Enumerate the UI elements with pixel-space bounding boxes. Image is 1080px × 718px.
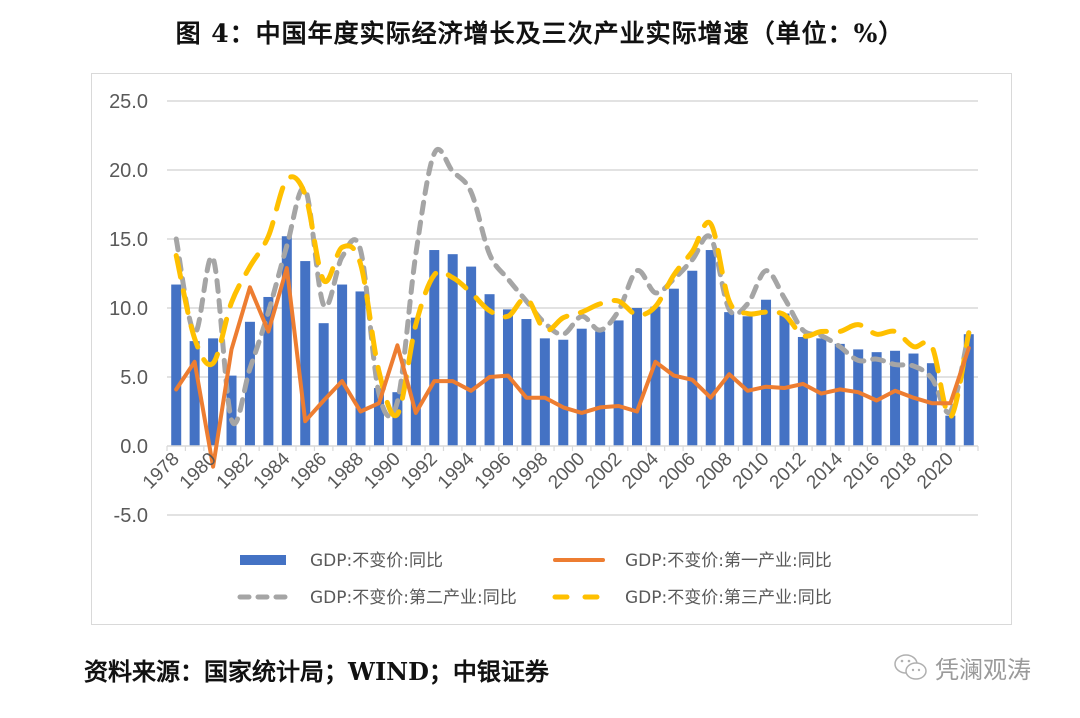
bar-gdp-2010 <box>761 299 772 446</box>
line-series-1 <box>174 266 971 469</box>
x-tick-label: 2000 <box>545 449 590 494</box>
watermark: 凭澜观涛 <box>893 650 1031 685</box>
y-tick-label: 0.0 <box>120 436 148 458</box>
bar-gdp-1991 <box>410 317 421 446</box>
x-tick-label: 2008 <box>692 449 737 494</box>
bar-gdp-1982 <box>244 321 255 446</box>
bar-gdp-1998 <box>539 338 550 446</box>
bar-gdp-2008 <box>724 312 735 446</box>
bar-gdp-2003 <box>632 308 643 446</box>
bar-gdp-1992 <box>429 250 440 446</box>
x-tick-label: 2004 <box>618 448 663 493</box>
legend-swatch-gdp <box>240 555 286 565</box>
x-tick-label: 2016 <box>839 449 884 494</box>
bar-gdp-2017 <box>890 350 901 446</box>
x-tick-label: 1990 <box>360 449 405 494</box>
bar-gdp-1987 <box>337 284 348 446</box>
y-tick-label: 20.0 <box>109 160 148 182</box>
bar-gdp-1990 <box>392 392 403 446</box>
bar-gdp-1993 <box>447 254 458 446</box>
x-tick-label: 1988 <box>323 449 368 494</box>
bar-gdp-1994 <box>466 266 477 446</box>
x-tick-label: 1998 <box>508 449 553 494</box>
bar-gdp-2001 <box>595 331 606 446</box>
x-tick-label: 1986 <box>286 449 331 494</box>
legend-label: GDP:不变价:第二产业:同比 <box>310 588 517 608</box>
bar-gdp-2002 <box>613 320 624 446</box>
bar-gdp-1978 <box>171 284 182 446</box>
line-series-3 <box>173 174 972 420</box>
bar-gdp-2014 <box>834 343 845 446</box>
bar-gdp-2015 <box>853 349 864 446</box>
bar-gdp-2004 <box>650 306 661 446</box>
bar-gdp-1979 <box>189 341 200 446</box>
line-series-2 <box>173 146 972 426</box>
y-tick-label: 15.0 <box>109 229 148 251</box>
bar-gdp-2006 <box>687 270 698 446</box>
chart-title: 图 4：中国年度实际经济增长及三次产业实际增速（单位：%） <box>175 19 905 48</box>
bar-gdp-1983 <box>263 296 274 446</box>
y-tick-label: -5.0 <box>114 505 148 527</box>
bar-gdp-2007 <box>705 250 716 446</box>
bar-gdp-1986 <box>318 323 329 446</box>
x-tick-label: 2002 <box>581 449 626 494</box>
bar-gdp-1985 <box>300 261 311 446</box>
legend-label: GDP:不变价:第一产业:同比 <box>625 551 832 571</box>
x-tick-label: 2010 <box>729 449 774 494</box>
legend-label: GDP:不变价:第三产业:同比 <box>625 588 832 608</box>
watermark-text: 凭澜观涛 <box>935 656 1031 684</box>
x-tick-label: 1994 <box>434 448 479 493</box>
bar-gdp-2011 <box>779 313 790 446</box>
bar-gdp-2012 <box>797 336 808 446</box>
x-tick-label: 2006 <box>655 449 700 494</box>
x-tick-label: 1996 <box>471 449 516 494</box>
source-note: 资料来源：国家统计局；WIND；中银证券 <box>84 657 549 686</box>
bar-gdp-2009 <box>742 316 753 446</box>
bar-gdp-1989 <box>373 388 384 446</box>
bar-gdp-1999 <box>558 339 569 446</box>
wechat-icon <box>894 653 927 680</box>
x-tick-label: 1984 <box>250 448 295 493</box>
bar-gdp-2021 <box>963 334 974 446</box>
x-tick-label: 2012 <box>766 449 811 494</box>
x-tick-label: 2018 <box>876 449 921 494</box>
bar-gdp-2000 <box>576 328 587 446</box>
x-tick-label: 2014 <box>803 448 848 493</box>
bar-gdp-1988 <box>355 291 366 446</box>
chart-frame <box>91 73 1012 625</box>
bar-gdp-2005 <box>668 288 679 446</box>
y-tick-label: 25.0 <box>109 91 148 113</box>
bar-gdp-1984 <box>281 236 292 446</box>
legend-label: GDP:不变价:同比 <box>310 551 443 571</box>
y-tick-label: 5.0 <box>120 367 148 389</box>
bar-gdp-1997 <box>521 319 532 446</box>
y-tick-label: 10.0 <box>109 298 148 320</box>
bar-gdp-1980 <box>208 338 219 446</box>
x-tick-label: 1992 <box>397 449 442 494</box>
bar-gdp-2020 <box>945 415 956 446</box>
bar-gdp-1995 <box>484 294 495 446</box>
x-tick-label: 2020 <box>913 449 958 494</box>
x-tick-label: 1982 <box>213 449 258 494</box>
